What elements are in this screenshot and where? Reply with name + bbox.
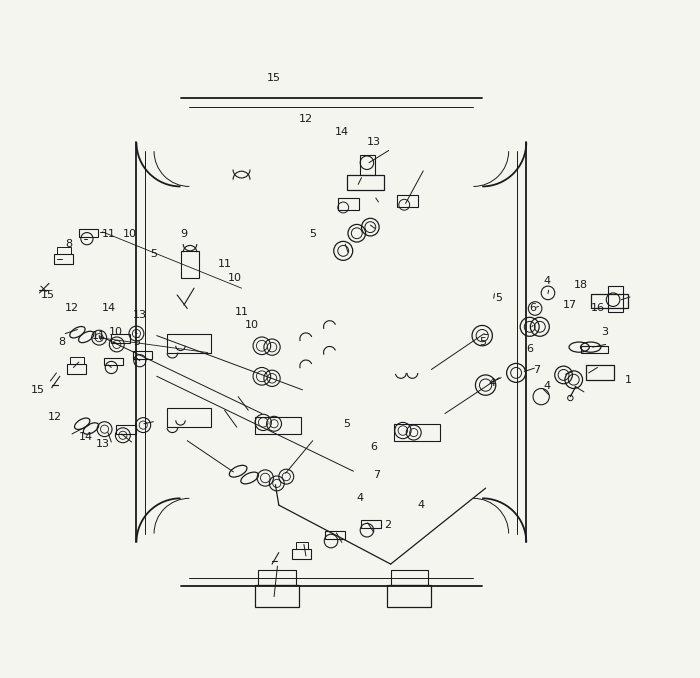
Text: 7: 7	[374, 470, 381, 479]
Text: 5: 5	[309, 229, 316, 239]
Bar	[360, 155, 375, 175]
Bar	[591, 294, 628, 308]
Text: 4: 4	[489, 378, 496, 388]
Bar	[111, 334, 130, 343]
Text: 12: 12	[65, 304, 79, 313]
Bar	[293, 549, 312, 559]
Text: 14: 14	[335, 127, 349, 137]
Bar	[360, 520, 382, 528]
Bar	[339, 198, 359, 210]
Text: 5: 5	[343, 419, 350, 428]
Text: 5: 5	[150, 250, 157, 259]
Bar	[116, 425, 136, 434]
Text: 13: 13	[367, 138, 381, 147]
Text: 5: 5	[479, 338, 486, 347]
Bar	[70, 357, 83, 364]
Text: 13: 13	[95, 439, 109, 449]
Text: 12: 12	[299, 114, 313, 123]
Text: 11: 11	[92, 331, 106, 340]
Text: 10: 10	[122, 229, 136, 239]
Bar	[580, 346, 608, 353]
Bar	[325, 531, 345, 539]
Text: 6: 6	[526, 344, 533, 354]
Bar	[79, 229, 98, 237]
Text: 10: 10	[228, 273, 241, 283]
Bar	[66, 364, 85, 374]
Text: 8: 8	[65, 239, 72, 249]
Text: 5: 5	[133, 338, 140, 347]
Text: 7: 7	[533, 365, 540, 374]
Bar	[387, 585, 431, 607]
Text: 10: 10	[109, 327, 123, 337]
Text: 11: 11	[234, 307, 248, 317]
Text: 2: 2	[384, 521, 391, 530]
Text: 15: 15	[41, 290, 55, 300]
Text: 6: 6	[370, 443, 377, 452]
Text: 14: 14	[102, 304, 116, 313]
Bar	[296, 542, 308, 549]
Bar	[104, 358, 123, 365]
Text: 5: 5	[496, 294, 503, 303]
Bar	[167, 408, 211, 427]
Text: 17: 17	[564, 300, 577, 310]
Text: 14: 14	[78, 433, 92, 442]
Bar	[255, 585, 299, 607]
Bar	[255, 417, 301, 434]
Text: 4: 4	[418, 500, 425, 510]
Text: 9: 9	[181, 229, 188, 239]
Text: 15: 15	[267, 73, 281, 83]
Text: 13: 13	[133, 311, 147, 320]
Bar	[586, 365, 615, 380]
Text: 8: 8	[58, 338, 65, 347]
Text: 15: 15	[31, 385, 45, 395]
Bar	[181, 251, 199, 278]
Bar	[133, 351, 152, 359]
Text: 3: 3	[601, 327, 608, 337]
Text: 1: 1	[624, 375, 631, 384]
Text: 4: 4	[543, 277, 550, 286]
Text: 18: 18	[573, 280, 587, 290]
Bar	[391, 570, 428, 585]
Bar	[346, 175, 384, 190]
Bar	[258, 570, 296, 585]
Text: 10: 10	[245, 321, 259, 330]
Bar	[54, 254, 73, 264]
Text: 6: 6	[530, 304, 537, 313]
Text: 4: 4	[543, 382, 550, 391]
Bar	[394, 424, 440, 441]
Bar	[57, 247, 71, 254]
Bar	[398, 195, 418, 207]
Text: 11: 11	[218, 260, 232, 269]
Text: 16: 16	[591, 304, 605, 313]
Text: 11: 11	[102, 229, 116, 239]
Text: 4: 4	[356, 494, 364, 503]
Bar	[167, 334, 211, 353]
Bar	[608, 286, 622, 312]
Text: 12: 12	[48, 412, 62, 422]
